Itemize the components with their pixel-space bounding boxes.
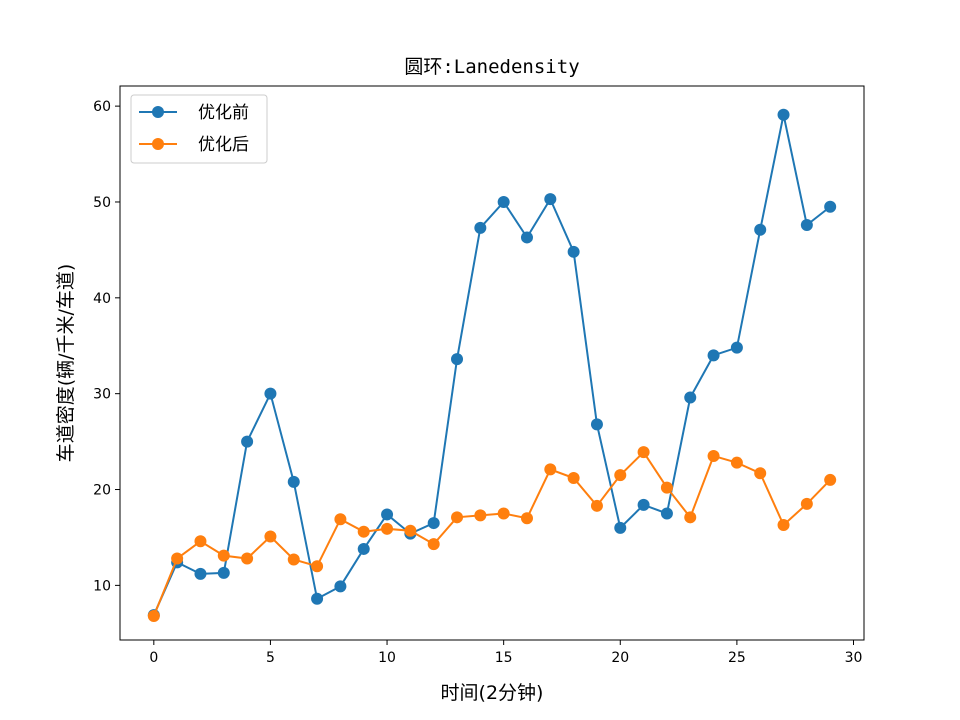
legend-label-after: 优化后 <box>198 135 249 155</box>
data-point <box>287 475 300 488</box>
data-point <box>730 341 743 354</box>
series-layer <box>147 108 837 623</box>
data-point <box>474 509 487 522</box>
data-point <box>567 472 580 485</box>
x-axis: 0 5 10 15 20 25 30 <box>149 640 862 666</box>
data-point <box>427 538 440 551</box>
y-tick-label: 10 <box>93 578 111 594</box>
data-point <box>311 592 324 605</box>
data-point <box>497 507 510 520</box>
y-tick-label: 60 <box>93 99 111 115</box>
data-point <box>637 446 650 459</box>
data-point <box>754 467 767 480</box>
data-point <box>497 195 510 208</box>
data-point <box>707 449 720 462</box>
x-tick-label: 25 <box>728 650 746 666</box>
y-tick-label: 30 <box>93 387 111 403</box>
series-line-0 <box>152 114 831 616</box>
data-point <box>800 497 813 510</box>
data-point <box>544 463 557 476</box>
y-axis: 10 20 30 40 50 60 <box>93 99 120 594</box>
x-tick-label: 10 <box>378 650 396 666</box>
plot-area <box>119 85 865 641</box>
x-axis-title: 时间(2分钟) <box>441 682 544 704</box>
data-point <box>660 481 673 494</box>
data-point <box>171 552 184 565</box>
data-point <box>730 456 743 469</box>
legend: 优化前 优化后 <box>130 94 268 164</box>
legend-marker-before <box>152 106 164 118</box>
data-point <box>381 522 394 535</box>
legend-label-before: 优化前 <box>198 103 249 123</box>
x-tick-label: 0 <box>149 650 158 666</box>
chart-title: 圆环:Lanedensity <box>404 56 579 78</box>
data-point <box>614 521 627 534</box>
x-tick-label: 20 <box>611 650 629 666</box>
y-tick-label: 20 <box>93 483 111 499</box>
data-point <box>684 511 697 524</box>
data-point <box>264 530 277 543</box>
data-point <box>404 524 417 537</box>
x-tick-label: 15 <box>495 650 513 666</box>
y-axis-title: 车道密度(辆/千米/车道) <box>55 264 77 463</box>
data-point <box>544 193 557 206</box>
data-point <box>474 221 487 234</box>
data-point <box>427 517 440 530</box>
data-point <box>614 469 627 482</box>
data-point <box>777 108 790 121</box>
data-point <box>824 473 837 486</box>
data-point <box>194 535 207 548</box>
data-point <box>357 542 370 555</box>
data-point <box>194 567 207 580</box>
data-point <box>451 511 464 524</box>
data-point <box>590 418 603 431</box>
plot-frame <box>119 85 865 641</box>
data-point <box>381 508 394 521</box>
series-line-1 <box>152 450 831 617</box>
data-point <box>520 231 533 244</box>
data-point <box>357 525 370 538</box>
data-point <box>754 223 767 236</box>
data-point <box>567 245 580 258</box>
data-point <box>241 552 254 565</box>
data-point <box>217 566 230 579</box>
data-point <box>824 200 837 213</box>
data-point <box>334 580 347 593</box>
data-point <box>264 387 277 400</box>
data-point <box>147 610 160 623</box>
data-point <box>311 560 324 573</box>
data-point <box>777 518 790 531</box>
x-tick-label: 30 <box>845 650 863 666</box>
data-point <box>684 391 697 404</box>
data-point <box>520 512 533 525</box>
legend-marker-after <box>152 138 164 150</box>
data-point <box>637 498 650 511</box>
data-point <box>241 435 254 448</box>
x-tick-label: 5 <box>266 650 275 666</box>
data-point <box>287 553 300 566</box>
y-tick-label: 40 <box>93 291 111 307</box>
data-point <box>707 349 720 362</box>
data-point <box>800 218 813 231</box>
data-point <box>451 353 464 366</box>
data-point <box>590 499 603 512</box>
data-point <box>217 549 230 562</box>
data-point <box>334 513 347 526</box>
y-tick-label: 50 <box>93 195 111 211</box>
data-point <box>660 507 673 520</box>
